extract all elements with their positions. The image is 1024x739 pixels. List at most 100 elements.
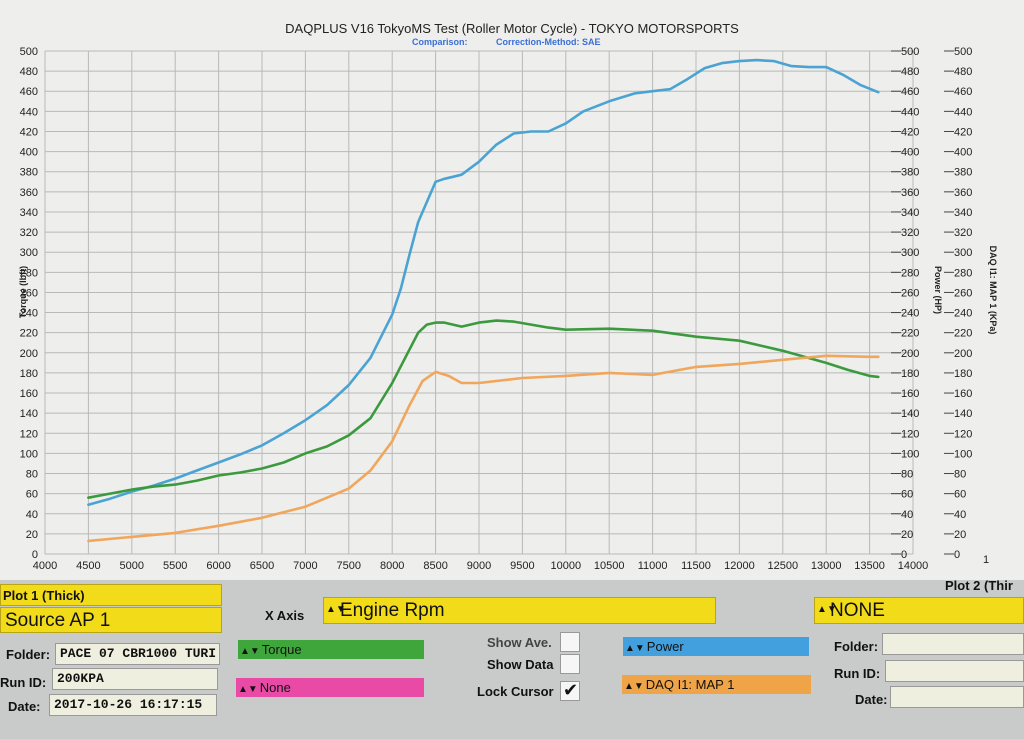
- plot1-date-field[interactable]: 2017-10-26 16:17:15: [49, 694, 217, 716]
- plot2-source-select[interactable]: ▲▼ NONE: [814, 597, 1024, 624]
- x-tick-label: 4500: [76, 560, 100, 572]
- y-tick-label-mid: 60: [901, 489, 913, 501]
- y-tick-label-left: 440: [20, 106, 38, 118]
- y-tick-label-mid: 180: [901, 368, 919, 380]
- y-tick-label-left: 40: [26, 509, 38, 521]
- y-tick-label-mid: 100: [901, 448, 919, 460]
- y-tick-label-mid: 200: [901, 348, 919, 360]
- y-tick-label-mid: 300: [901, 247, 919, 259]
- plot1-header: Plot 1 (Thick): [0, 584, 222, 606]
- y-tick-label-mid: 160: [901, 388, 919, 400]
- y-tick-label-left: 200: [20, 348, 38, 360]
- x-tick-label: 8500: [423, 560, 447, 572]
- y-tick-label-left: 180: [20, 368, 38, 380]
- x-tick-label: 9500: [510, 560, 534, 572]
- plot2-runid-field[interactable]: [885, 660, 1024, 682]
- channel-torque-select[interactable]: ▲▼ Torque: [238, 640, 424, 659]
- y-tick-label-left: 60: [26, 489, 38, 501]
- show-data-checkbox[interactable]: [560, 654, 580, 674]
- y-tick-label-left: 280: [20, 267, 38, 279]
- y-tick-label-left: 380: [20, 167, 38, 179]
- y-tick-label-left: 460: [20, 86, 38, 98]
- y-tick-label-right: 380: [954, 167, 972, 179]
- y-tick-label-mid: 0: [901, 549, 907, 561]
- y-tick-label-right: 180: [954, 368, 972, 380]
- y-tick-label-right: 500: [954, 46, 972, 58]
- xaxis-label: X Axis: [265, 608, 305, 623]
- channel-power-select[interactable]: ▲▼ Power: [623, 637, 809, 656]
- updown-arrow-icon: ▲▼: [240, 646, 260, 657]
- y-tick-label-left: 220: [20, 328, 38, 340]
- y-tick-label-mid: 80: [901, 469, 913, 481]
- y-tick-label-mid: 320: [901, 227, 919, 239]
- plot2-header: Plot 2 (Thir: [945, 578, 1013, 593]
- plot2-date-field[interactable]: [890, 686, 1024, 708]
- y-tick-label-mid: 480: [901, 66, 919, 78]
- y-tick-label-left: 80: [26, 469, 38, 481]
- y-tick-label-right: 240: [954, 308, 972, 320]
- x-tick-label: 11000: [638, 560, 668, 572]
- y-tick-label-right: 140: [954, 408, 972, 420]
- plot1-runid-field[interactable]: 200KPA: [52, 668, 218, 690]
- y-tick-label-left: 120: [20, 428, 38, 440]
- lock-cursor-checkbox[interactable]: ✔: [560, 680, 580, 701]
- channel-none-select[interactable]: ▲▼ None: [236, 678, 424, 697]
- plot1-folder-field[interactable]: PACE 07 CBR1000 TURI: [55, 643, 220, 665]
- y-tick-label-right: 360: [954, 187, 972, 199]
- y-tick-label-left: 480: [20, 66, 38, 78]
- x-tick-label: 12000: [724, 560, 755, 572]
- updown-arrow-icon: ▲▼: [624, 681, 644, 692]
- x-tick-label: 14000: [898, 560, 929, 572]
- plot2-source-label: NONE: [830, 600, 885, 621]
- x-tick-label: 5500: [163, 560, 187, 572]
- y-tick-label-right: 0: [954, 549, 960, 561]
- channel-map-select[interactable]: ▲▼ DAQ I1: MAP 1: [622, 675, 811, 694]
- xaxis-value: Engine Rpm: [340, 600, 445, 621]
- y-tick-label-left: 100: [20, 448, 38, 460]
- show-ave-checkbox[interactable]: [560, 632, 580, 652]
- x-tick-label: 8000: [380, 560, 404, 572]
- y-tick-label-right: 60: [954, 489, 966, 501]
- plot1-source-select[interactable]: Source AP 1: [0, 607, 222, 633]
- dyno-chart: DAQPLUS V16 TokyoMS Test (Roller Motor C…: [18, 21, 998, 572]
- plot1-folder-label: Folder:: [6, 647, 51, 662]
- plot2-folder-field[interactable]: [882, 633, 1024, 655]
- y-tick-label-left: 260: [20, 287, 38, 299]
- y-tick-label-right: 440: [954, 106, 972, 118]
- x-tick-label: 13500: [854, 560, 885, 572]
- x-tick-label: 9000: [467, 560, 491, 572]
- y-tick-label-right: 20: [954, 529, 966, 541]
- x-tick-label: 7500: [337, 560, 361, 572]
- y-tick-label-right: 220: [954, 328, 972, 340]
- y-tick-label-left: 360: [20, 187, 38, 199]
- y-tick-label-right: 320: [954, 227, 972, 239]
- y-tick-label-mid: 360: [901, 187, 919, 199]
- right-axis-extra-label: 1: [983, 554, 989, 566]
- plot1-date-label: Date:: [8, 699, 41, 714]
- y-tick-label-mid: 380: [901, 167, 919, 179]
- lock-cursor-label: Lock Cursor: [477, 684, 554, 699]
- y-tick-label-mid: 240: [901, 308, 919, 320]
- y-tick-label-mid: 40: [901, 509, 913, 521]
- series-line-orange: [87, 354, 880, 543]
- y-tick-label-right: 300: [954, 247, 972, 259]
- y-tick-label-left: 240: [20, 308, 38, 320]
- x-tick-label: 11500: [681, 560, 711, 572]
- x-tick-label: 10000: [551, 560, 582, 572]
- y-tick-label-right: 40: [954, 509, 966, 521]
- show-data-label: Show Data: [487, 657, 554, 672]
- y-tick-label-right: 460: [954, 86, 972, 98]
- checkmark-icon: ✔: [563, 680, 579, 700]
- control-panel: Plot 1 (Thick) Source AP 1 Folder: PACE …: [0, 578, 1024, 739]
- y-tick-label-mid: 120: [901, 428, 919, 440]
- chart-sheet: DAQPLUS V16 TokyoMS Test (Roller Motor C…: [0, 0, 1024, 580]
- y-tick-label-mid: 220: [901, 328, 919, 340]
- xaxis-select[interactable]: ▲▼ Engine Rpm: [323, 597, 716, 624]
- updown-arrow-icon: ▲▼: [625, 643, 645, 654]
- y-tick-label-mid: 340: [901, 207, 919, 219]
- y-tick-label-right: 420: [954, 126, 972, 138]
- y-tick-label-right: 160: [954, 388, 972, 400]
- y-tick-label-left: 20: [26, 529, 38, 541]
- y-axis-label-map: DAQ I1: MAP 1 (KPa): [988, 246, 998, 335]
- plot2-folder-label: Folder:: [834, 639, 879, 654]
